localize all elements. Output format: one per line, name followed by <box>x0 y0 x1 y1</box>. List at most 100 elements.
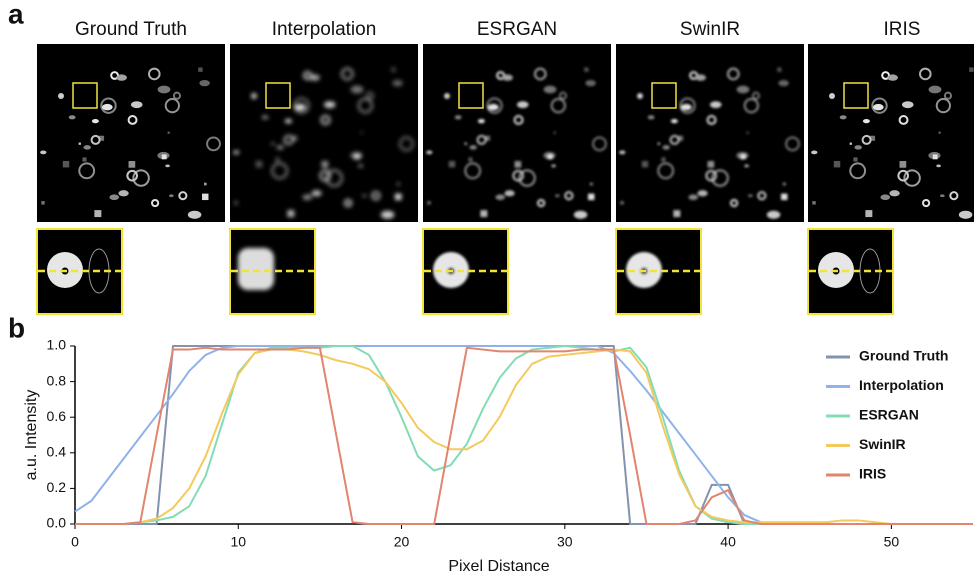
blob <box>514 161 522 168</box>
blob <box>673 210 681 218</box>
blob <box>748 194 753 198</box>
ring <box>365 91 375 100</box>
ring <box>343 198 353 208</box>
blob <box>695 74 706 81</box>
ring <box>512 169 524 182</box>
ring <box>78 162 96 180</box>
blob <box>128 161 136 168</box>
blob <box>199 79 210 87</box>
image-content <box>426 67 607 219</box>
ring <box>657 162 675 180</box>
blob <box>849 142 852 145</box>
ring <box>669 134 680 145</box>
blob <box>516 101 529 109</box>
ring <box>283 134 294 145</box>
y-tick-label: 1.0 <box>47 337 67 353</box>
ring <box>206 136 221 152</box>
blob <box>287 210 295 218</box>
roi-box <box>458 82 484 109</box>
blob <box>233 150 240 155</box>
blob <box>880 194 891 201</box>
blob <box>670 119 678 124</box>
legend-label: SwinIR <box>859 436 906 452</box>
roi-box <box>843 82 869 109</box>
ring <box>172 91 182 100</box>
ring <box>743 97 759 114</box>
x-tick-label: 30 <box>557 534 573 550</box>
blob <box>899 161 907 168</box>
blob <box>862 119 870 124</box>
image-content <box>811 67 974 219</box>
blob <box>468 157 473 162</box>
blob <box>397 182 400 186</box>
ring <box>871 97 888 114</box>
blob <box>98 135 105 141</box>
x-tick-label: 10 <box>230 534 246 550</box>
blob <box>362 194 367 198</box>
ring <box>320 114 331 125</box>
series-line <box>75 348 973 525</box>
blob <box>68 115 76 120</box>
ring <box>757 191 767 201</box>
ring <box>164 97 180 114</box>
blob <box>40 150 47 155</box>
blob <box>464 142 467 145</box>
blob <box>427 201 431 205</box>
blob <box>766 210 781 219</box>
x-axis-label: Pixel Distance <box>448 558 549 575</box>
blob <box>255 160 263 168</box>
series-line <box>75 346 973 525</box>
blob <box>839 115 847 120</box>
ring <box>476 134 487 145</box>
blob <box>969 67 974 72</box>
ring <box>271 162 289 180</box>
blob <box>271 142 274 145</box>
blob <box>887 74 898 81</box>
blob <box>395 193 402 201</box>
x-tick-label: 40 <box>720 534 736 550</box>
image-title: ESRGAN <box>477 19 557 40</box>
blob <box>302 194 313 201</box>
x-tick-label: 20 <box>394 534 410 550</box>
ring <box>785 136 800 152</box>
blob <box>555 194 560 198</box>
ring <box>178 191 188 201</box>
blob <box>157 85 171 94</box>
blob <box>495 194 506 201</box>
ring <box>371 191 381 201</box>
ring <box>849 162 867 180</box>
blob <box>585 79 596 87</box>
ring <box>558 91 568 100</box>
legend-label: Ground Truth <box>859 348 948 364</box>
blob <box>426 150 433 155</box>
blob <box>647 115 655 120</box>
ring <box>711 169 729 187</box>
panel-label: a <box>8 0 24 29</box>
ring <box>399 136 414 152</box>
blob <box>360 131 363 134</box>
blob <box>82 157 87 162</box>
blob <box>187 210 202 219</box>
ring <box>679 97 696 114</box>
blob <box>94 210 102 218</box>
target <box>637 93 643 99</box>
blob <box>165 164 170 168</box>
target <box>251 93 257 99</box>
blob <box>294 103 306 111</box>
blob <box>657 142 660 145</box>
y-tick-label: 0.6 <box>47 408 67 424</box>
ring <box>943 91 953 100</box>
ring <box>293 97 310 114</box>
blob <box>777 67 782 72</box>
ring <box>564 191 574 201</box>
blob <box>487 103 499 111</box>
ring <box>897 169 909 182</box>
ring <box>536 198 546 208</box>
blob <box>169 194 174 198</box>
ring <box>357 97 373 114</box>
roi-box <box>72 82 98 109</box>
blob <box>547 154 553 160</box>
blob <box>938 131 941 134</box>
ring <box>921 198 931 208</box>
